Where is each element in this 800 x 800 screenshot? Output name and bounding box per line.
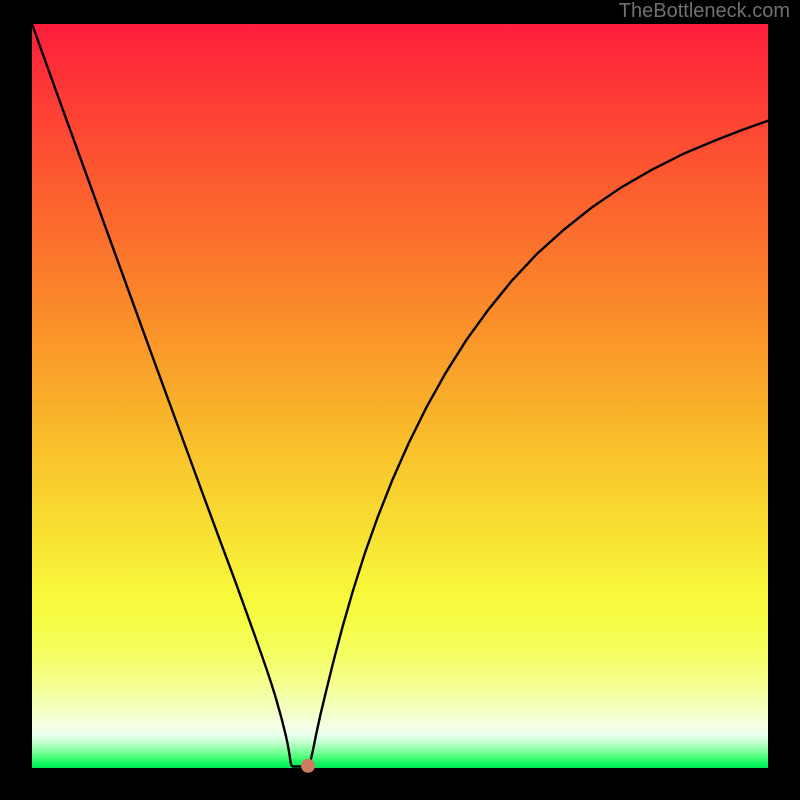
watermark-label: TheBottleneck.com <box>619 0 790 23</box>
plot-area <box>32 24 768 768</box>
bottleneck-marker <box>301 759 315 773</box>
bottleneck-chart <box>0 0 800 800</box>
chart-container: TheBottleneck.com <box>0 0 800 800</box>
